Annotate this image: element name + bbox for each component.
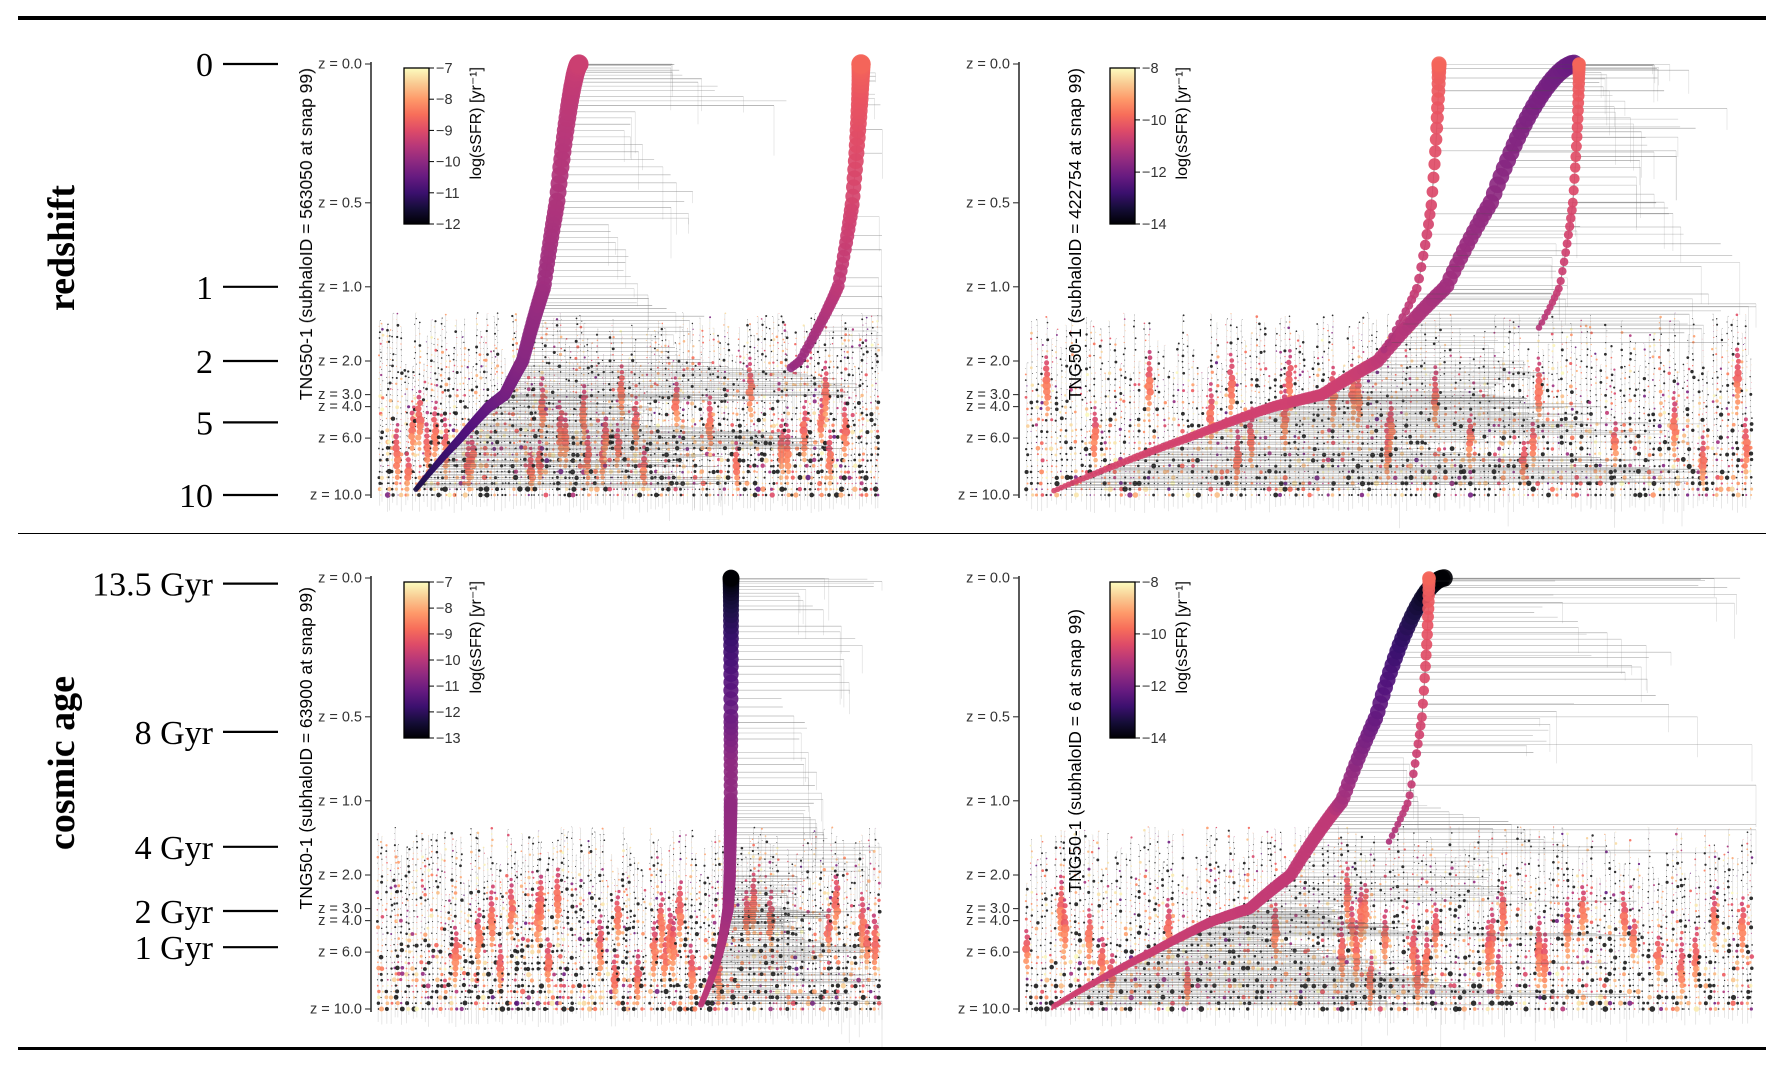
svg-text:−9: −9 [436,123,453,139]
svg-text:z = 0.0: z = 0.0 [318,57,362,73]
svg-text:z = 2.0: z = 2.0 [318,354,362,370]
svg-text:−11: −11 [436,186,460,202]
svg-text:10: 10 [179,478,213,515]
svg-text:z = 4.0: z = 4.0 [318,399,362,415]
svg-text:−12: −12 [436,217,461,233]
svg-text:−10: −10 [436,155,461,171]
svg-text:2: 2 [196,344,213,381]
svg-text:−8: −8 [436,92,453,108]
svg-text:5: 5 [196,405,213,442]
svg-text:z = 10.0: z = 10.0 [310,488,362,504]
svg-text:0: 0 [196,47,213,84]
svg-text:z = 1.0: z = 1.0 [318,279,362,295]
svg-text:z = 0.5: z = 0.5 [318,195,362,211]
svg-text:−7: −7 [436,61,453,77]
svg-text:1: 1 [196,270,213,307]
svg-text:z = 6.0: z = 6.0 [318,431,362,447]
